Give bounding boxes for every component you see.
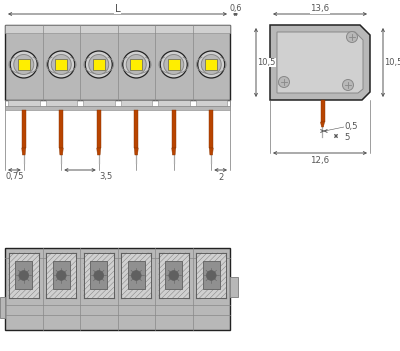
Circle shape [169,271,179,280]
Polygon shape [320,122,324,127]
Polygon shape [97,148,101,155]
Bar [209,110,213,148]
Bar [97,110,101,148]
Bar [15,261,32,290]
Bar [134,110,138,148]
Bar [5,248,230,330]
Bar [93,59,105,71]
Circle shape [14,54,34,74]
Text: 0,75: 0,75 [5,172,24,181]
Bar [90,261,108,290]
Bar [5,25,230,100]
Text: 3,5: 3,5 [100,172,113,181]
Text: 0,5: 0,5 [344,122,358,132]
Bar [158,100,190,106]
Bar [120,100,152,106]
Circle shape [89,54,109,74]
Bar [52,261,70,290]
Polygon shape [209,148,213,155]
Text: 10,5: 10,5 [384,58,400,67]
Text: L: L [115,4,120,14]
Text: 10,5: 10,5 [257,58,275,67]
Circle shape [164,54,184,74]
Text: 2: 2 [218,172,223,181]
Text: 13,6: 13,6 [310,5,330,13]
Bar [202,261,220,290]
Bar [22,110,26,148]
Bar [83,100,114,106]
Bar [9,253,39,298]
Bar [128,261,145,290]
Circle shape [342,79,354,91]
Text: 0,6: 0,6 [229,4,242,13]
Circle shape [56,271,66,280]
Polygon shape [59,148,63,155]
Text: 5: 5 [344,133,350,143]
Circle shape [123,51,150,78]
Bar [159,253,189,298]
Bar [0,297,5,318]
Bar [196,253,226,298]
Bar [168,59,180,71]
Polygon shape [277,32,363,93]
Polygon shape [172,148,176,155]
Circle shape [94,271,104,280]
Circle shape [10,51,37,78]
Polygon shape [22,148,26,155]
Bar [55,59,67,71]
Bar [320,100,324,122]
Bar [172,110,176,148]
Circle shape [51,54,71,74]
Circle shape [85,51,112,78]
Bar [165,261,182,290]
Bar [196,100,227,106]
Circle shape [346,32,358,42]
Bar [8,100,40,106]
Polygon shape [134,148,138,155]
Circle shape [201,54,221,74]
Bar [5,106,230,110]
Circle shape [126,54,146,74]
Bar [130,59,142,71]
Bar [5,100,230,106]
Bar [84,253,114,298]
Bar [230,277,238,297]
Circle shape [48,51,75,78]
Polygon shape [270,25,370,100]
Bar [46,253,76,298]
Bar [5,25,230,33]
Bar [46,100,77,106]
Circle shape [278,77,290,87]
Bar [205,59,217,71]
Bar [18,59,30,71]
Circle shape [131,271,141,280]
Circle shape [160,51,187,78]
Circle shape [19,271,29,280]
Bar [59,110,63,148]
Bar [121,253,151,298]
Circle shape [206,271,216,280]
Text: 12,6: 12,6 [310,155,330,165]
Circle shape [198,51,225,78]
